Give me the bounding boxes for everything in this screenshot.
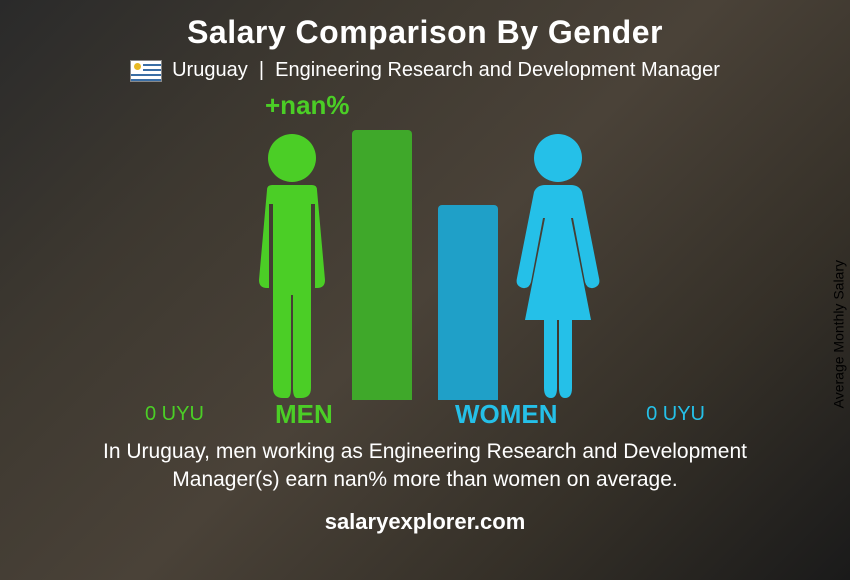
female-category-label: WOMEN [455,399,558,430]
female-bar [438,205,498,400]
y-axis-label: Average Monthly Salary [830,260,846,408]
job-title-label: Engineering Research and Development Man… [275,59,720,81]
male-value-label: 0 UYU [145,403,204,426]
male-person-icon [237,130,347,400]
gender-salary-chart: +nan% Average Monthly Salary [0,90,850,430]
uruguay-flag-icon [130,60,162,82]
subtitle-row: Uruguay | Engineering Research and Devel… [0,59,850,82]
male-icon-col [232,130,352,400]
female-person-icon [503,130,613,400]
female-icon-col [498,130,618,400]
separator: | [259,59,264,81]
subtitle-text: Uruguay | Engineering Research and Devel… [172,59,720,82]
female-value-label: 0 UYU [646,403,705,426]
female-bar-col [438,205,498,400]
page-title: Salary Comparison By Gender [0,0,850,51]
male-bar-col [352,130,412,400]
chart-figures [232,130,618,400]
male-bar [352,130,412,400]
footer-site: salaryexplorer.com [0,509,850,535]
male-category-label: MEN [275,399,333,430]
description-text: In Uruguay, men working as Engineering R… [0,430,850,495]
country-label: Uruguay [172,59,248,81]
delta-percentage: +nan% [265,90,350,121]
